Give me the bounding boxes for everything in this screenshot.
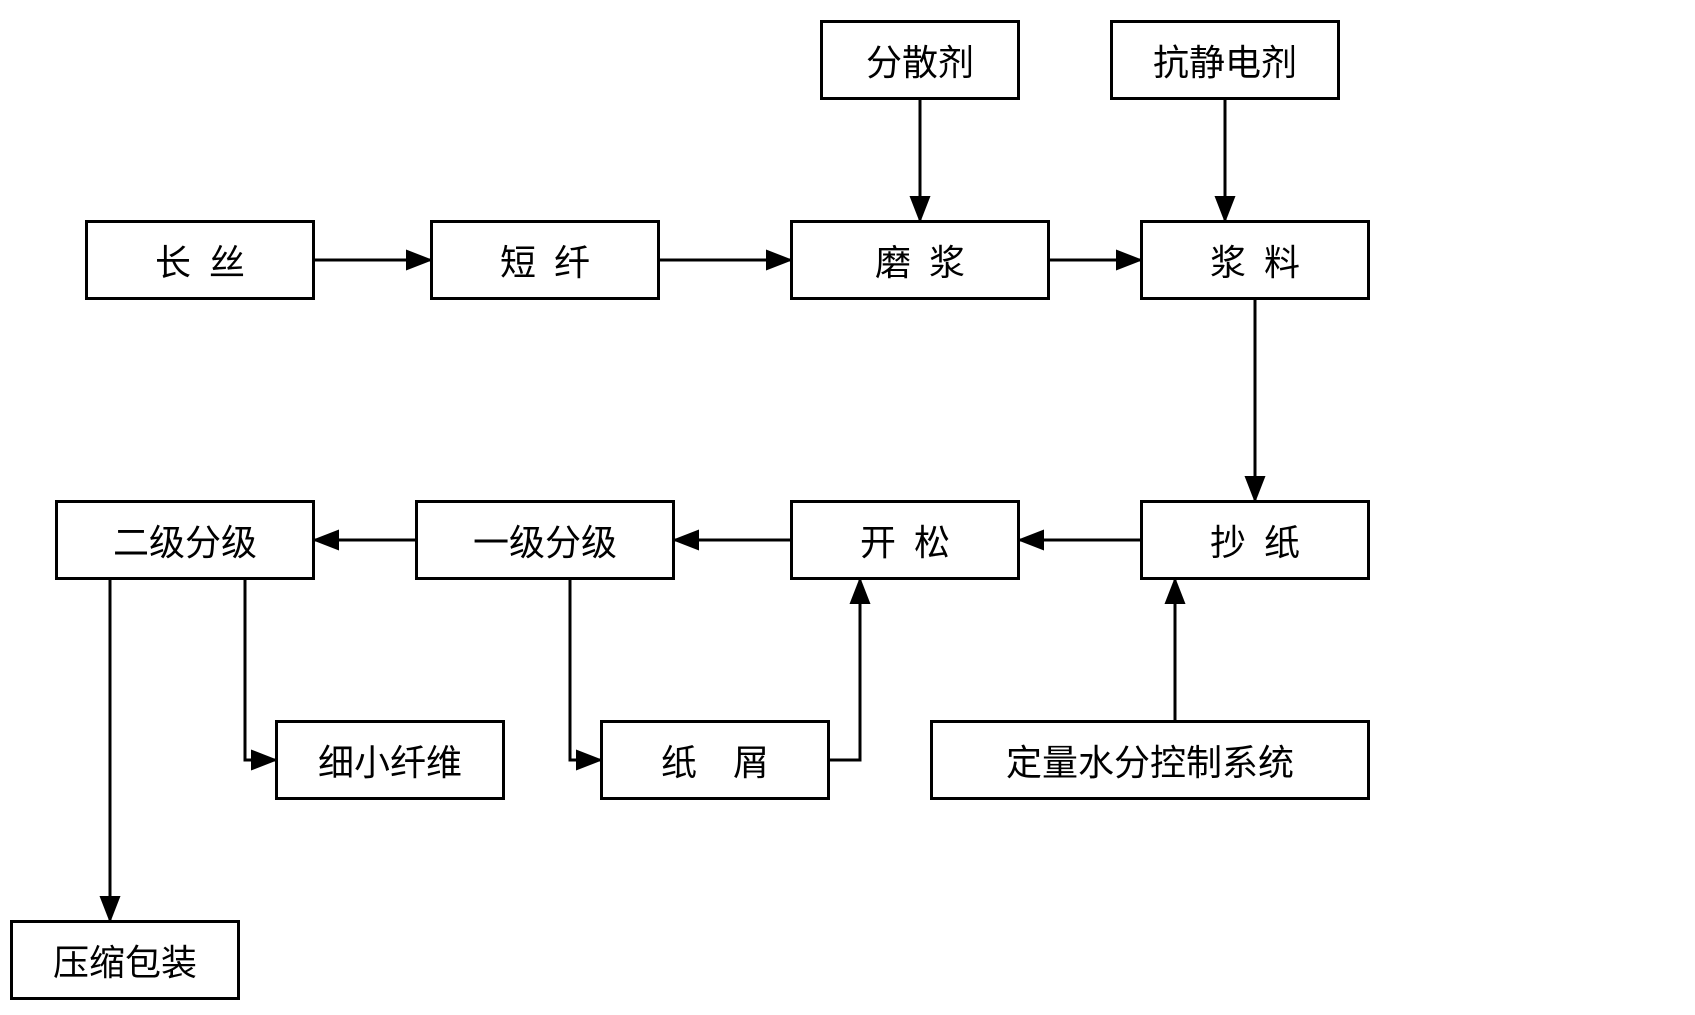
flowchart-node-label: 磨 浆	[875, 234, 965, 286]
flowchart-node-label: 抄 纸	[1210, 514, 1300, 566]
flowchart-node-packaging: 压缩包装	[10, 920, 240, 1000]
flowchart-node-label: 一级分级	[473, 514, 617, 566]
flowchart-node-label: 浆 料	[1210, 234, 1300, 286]
flowchart-node-opening: 开 松	[790, 500, 1020, 580]
flowchart-node-shortfiber: 短 纤	[430, 220, 660, 300]
flowchart-node-refining: 磨 浆	[790, 220, 1050, 300]
flowchart-node-label: 纸 屑	[661, 734, 769, 786]
flowchart-node-finefiber: 细小纤维	[275, 720, 505, 800]
flowchart-edge-grade1-to-scraps	[570, 580, 600, 760]
flowchart-node-label: 分散剂	[866, 34, 974, 86]
flowchart-node-label: 长 丝	[155, 234, 245, 286]
flowchart-node-filament: 长 丝	[85, 220, 315, 300]
flowchart-node-dispersant: 分散剂	[820, 20, 1020, 100]
flowchart-node-label: 定量水分控制系统	[1006, 734, 1294, 786]
flowchart-node-label: 抗静电剂	[1153, 34, 1297, 86]
flowchart-node-papermaking: 抄 纸	[1140, 500, 1370, 580]
flowchart-node-grade2: 二级分级	[55, 500, 315, 580]
flowchart-node-label: 开 松	[860, 514, 950, 566]
flowchart-node-label: 二级分级	[113, 514, 257, 566]
flowchart-node-slurry: 浆 料	[1140, 220, 1370, 300]
flowchart-node-scraps: 纸 屑	[600, 720, 830, 800]
flowchart-node-moisturectrl: 定量水分控制系统	[930, 720, 1370, 800]
flowchart-canvas: 分散剂 抗静电剂长 丝 短 纤 磨 浆 浆 料二级分级 一级分级 开 松 抄 纸细小纤维 纸 屑…	[0, 0, 1695, 1015]
flowchart-edge-grade2-to-finefiber	[245, 580, 275, 760]
flowchart-node-label: 短 纤	[500, 234, 590, 286]
flowchart-edge-scraps-to-opening	[830, 580, 860, 760]
flowchart-node-grade1: 一级分级	[415, 500, 675, 580]
flowchart-node-label: 压缩包装	[53, 934, 197, 986]
flowchart-node-antistatic: 抗静电剂	[1110, 20, 1340, 100]
flowchart-node-label: 细小纤维	[318, 734, 462, 786]
